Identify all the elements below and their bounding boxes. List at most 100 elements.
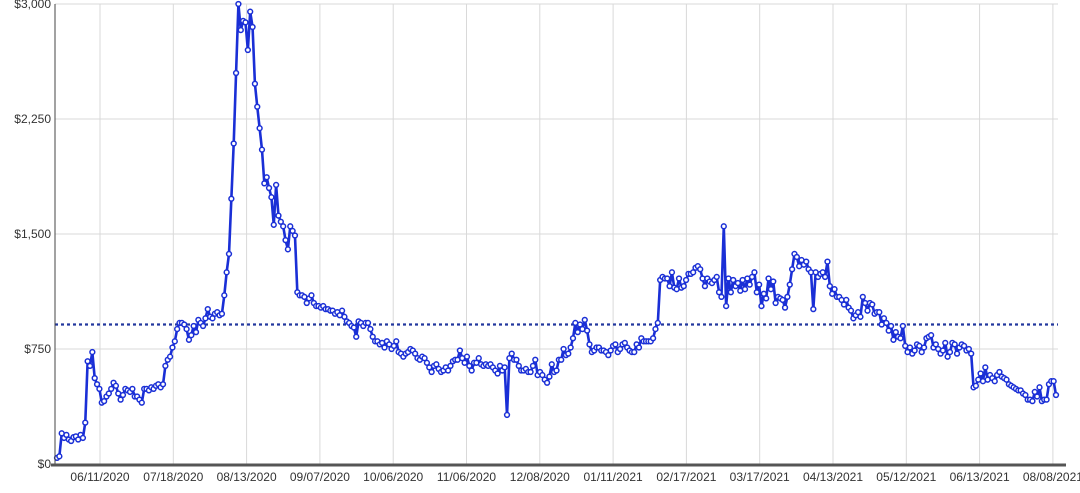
data-point: [821, 273, 829, 281]
data-point: [84, 358, 91, 365]
data-point: [1003, 376, 1010, 383]
data-point: [256, 125, 263, 132]
data-point: [367, 325, 374, 333]
data-point: [664, 275, 671, 282]
data-point: [433, 361, 440, 368]
data-point: [722, 302, 730, 310]
data-point: [859, 293, 866, 301]
data-point: [932, 341, 939, 348]
data-point: [918, 348, 925, 356]
data-point: [284, 246, 292, 253]
data-point: [767, 286, 775, 293]
data-point: [174, 325, 181, 333]
data-point: [169, 344, 176, 351]
data-point: [946, 348, 954, 356]
data-point: [621, 339, 628, 347]
data-point: [225, 250, 233, 258]
data-point: [781, 304, 789, 311]
data-point: [171, 338, 178, 345]
data-point: [218, 310, 226, 317]
data-point: [515, 362, 522, 370]
data-point: [251, 80, 259, 87]
data-point: [857, 313, 864, 320]
data-point: [468, 367, 475, 374]
data-point: [254, 103, 261, 110]
data-point: [977, 370, 984, 377]
data-point: [190, 322, 197, 330]
data-point: [734, 279, 742, 287]
x-tick-label: 03/17/2021: [730, 470, 790, 484]
data-point: [887, 322, 895, 330]
x-tick-label: 02/17/2021: [656, 470, 716, 484]
data-point: [996, 368, 1003, 376]
data-point: [265, 184, 273, 192]
data-point: [411, 350, 419, 357]
data-point: [920, 344, 928, 351]
data-point: [605, 351, 612, 359]
data-point: [682, 276, 690, 284]
data-point: [770, 278, 777, 285]
data-point: [444, 367, 452, 374]
data-point: [247, 8, 254, 15]
data-point: [119, 391, 127, 399]
data-point: [583, 327, 591, 334]
data-point: [748, 273, 756, 281]
data-point: [539, 371, 546, 379]
x-tick-label: 06/13/2021: [950, 470, 1010, 484]
data-point: [713, 273, 720, 281]
data-point: [960, 342, 968, 350]
data-point: [456, 347, 464, 354]
data-point: [854, 309, 862, 316]
data-point: [204, 305, 211, 313]
data-point: [423, 359, 431, 366]
data-point: [242, 19, 249, 26]
data-point: [819, 269, 826, 276]
data-point: [166, 353, 174, 360]
data-point: [569, 335, 577, 342]
data-point: [560, 345, 567, 353]
data-point: [89, 348, 96, 356]
data-point: [968, 350, 975, 357]
x-tick-label: 05/12/2021: [876, 470, 936, 484]
x-tick-label: 08/08/2021: [1023, 470, 1080, 484]
data-point: [1050, 378, 1057, 385]
data-point: [513, 356, 520, 363]
data-point: [291, 232, 299, 239]
data-point: [235, 0, 242, 8]
data-point: [185, 336, 193, 343]
data-point: [341, 313, 348, 320]
data-point: [275, 212, 282, 219]
data-point: [843, 296, 850, 304]
data-point: [56, 453, 63, 460]
data-point: [829, 290, 836, 297]
data-point: [527, 368, 534, 376]
data-point: [982, 364, 989, 371]
data-point: [100, 397, 108, 405]
data-point: [788, 266, 796, 273]
data-point: [718, 293, 725, 301]
data-point: [91, 374, 98, 382]
data-point: [730, 276, 737, 284]
data-point: [221, 292, 228, 299]
data-point: [1034, 393, 1041, 400]
data-point: [741, 286, 749, 293]
data-point: [942, 339, 949, 347]
data-point: [181, 321, 188, 328]
data-point: [463, 353, 471, 360]
data-point: [353, 333, 360, 340]
x-tick-label: 06/11/2020: [70, 470, 129, 484]
data-point: [772, 299, 779, 307]
data-point: [188, 332, 195, 339]
data-point: [763, 295, 770, 302]
data-point: [93, 381, 101, 388]
data-point: [972, 382, 980, 389]
data-point: [680, 282, 687, 290]
x-tick-label: 10/06/2020: [363, 470, 423, 484]
data-point: [760, 290, 767, 297]
data-point: [690, 269, 697, 276]
y-tick-label: $750: [24, 342, 51, 356]
data-point: [576, 321, 584, 328]
data-point: [574, 328, 581, 336]
data-point: [421, 355, 428, 362]
data-point: [1036, 384, 1043, 391]
